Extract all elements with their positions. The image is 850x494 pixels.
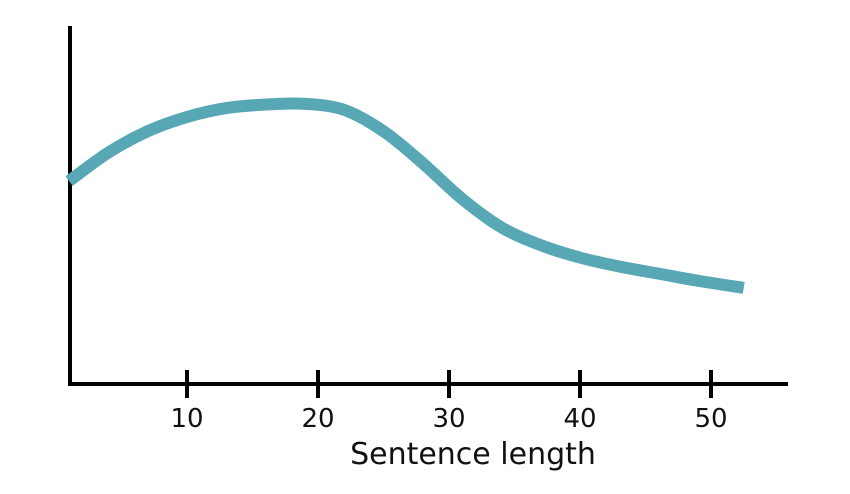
x-tick-label-30: 30: [432, 404, 465, 434]
axes: [68, 26, 788, 386]
series-line-0: [65, 97, 745, 294]
x-tick-label-10: 10: [170, 404, 203, 434]
x-axis-label: Sentence length: [350, 437, 596, 472]
x-tick-label-20: 20: [301, 404, 334, 434]
x-tick-label-40: 40: [563, 404, 596, 434]
x-tick-label-50: 50: [694, 404, 727, 434]
x-ticks: 10 20 30 40 50: [170, 370, 728, 434]
series-layer: [65, 97, 745, 294]
